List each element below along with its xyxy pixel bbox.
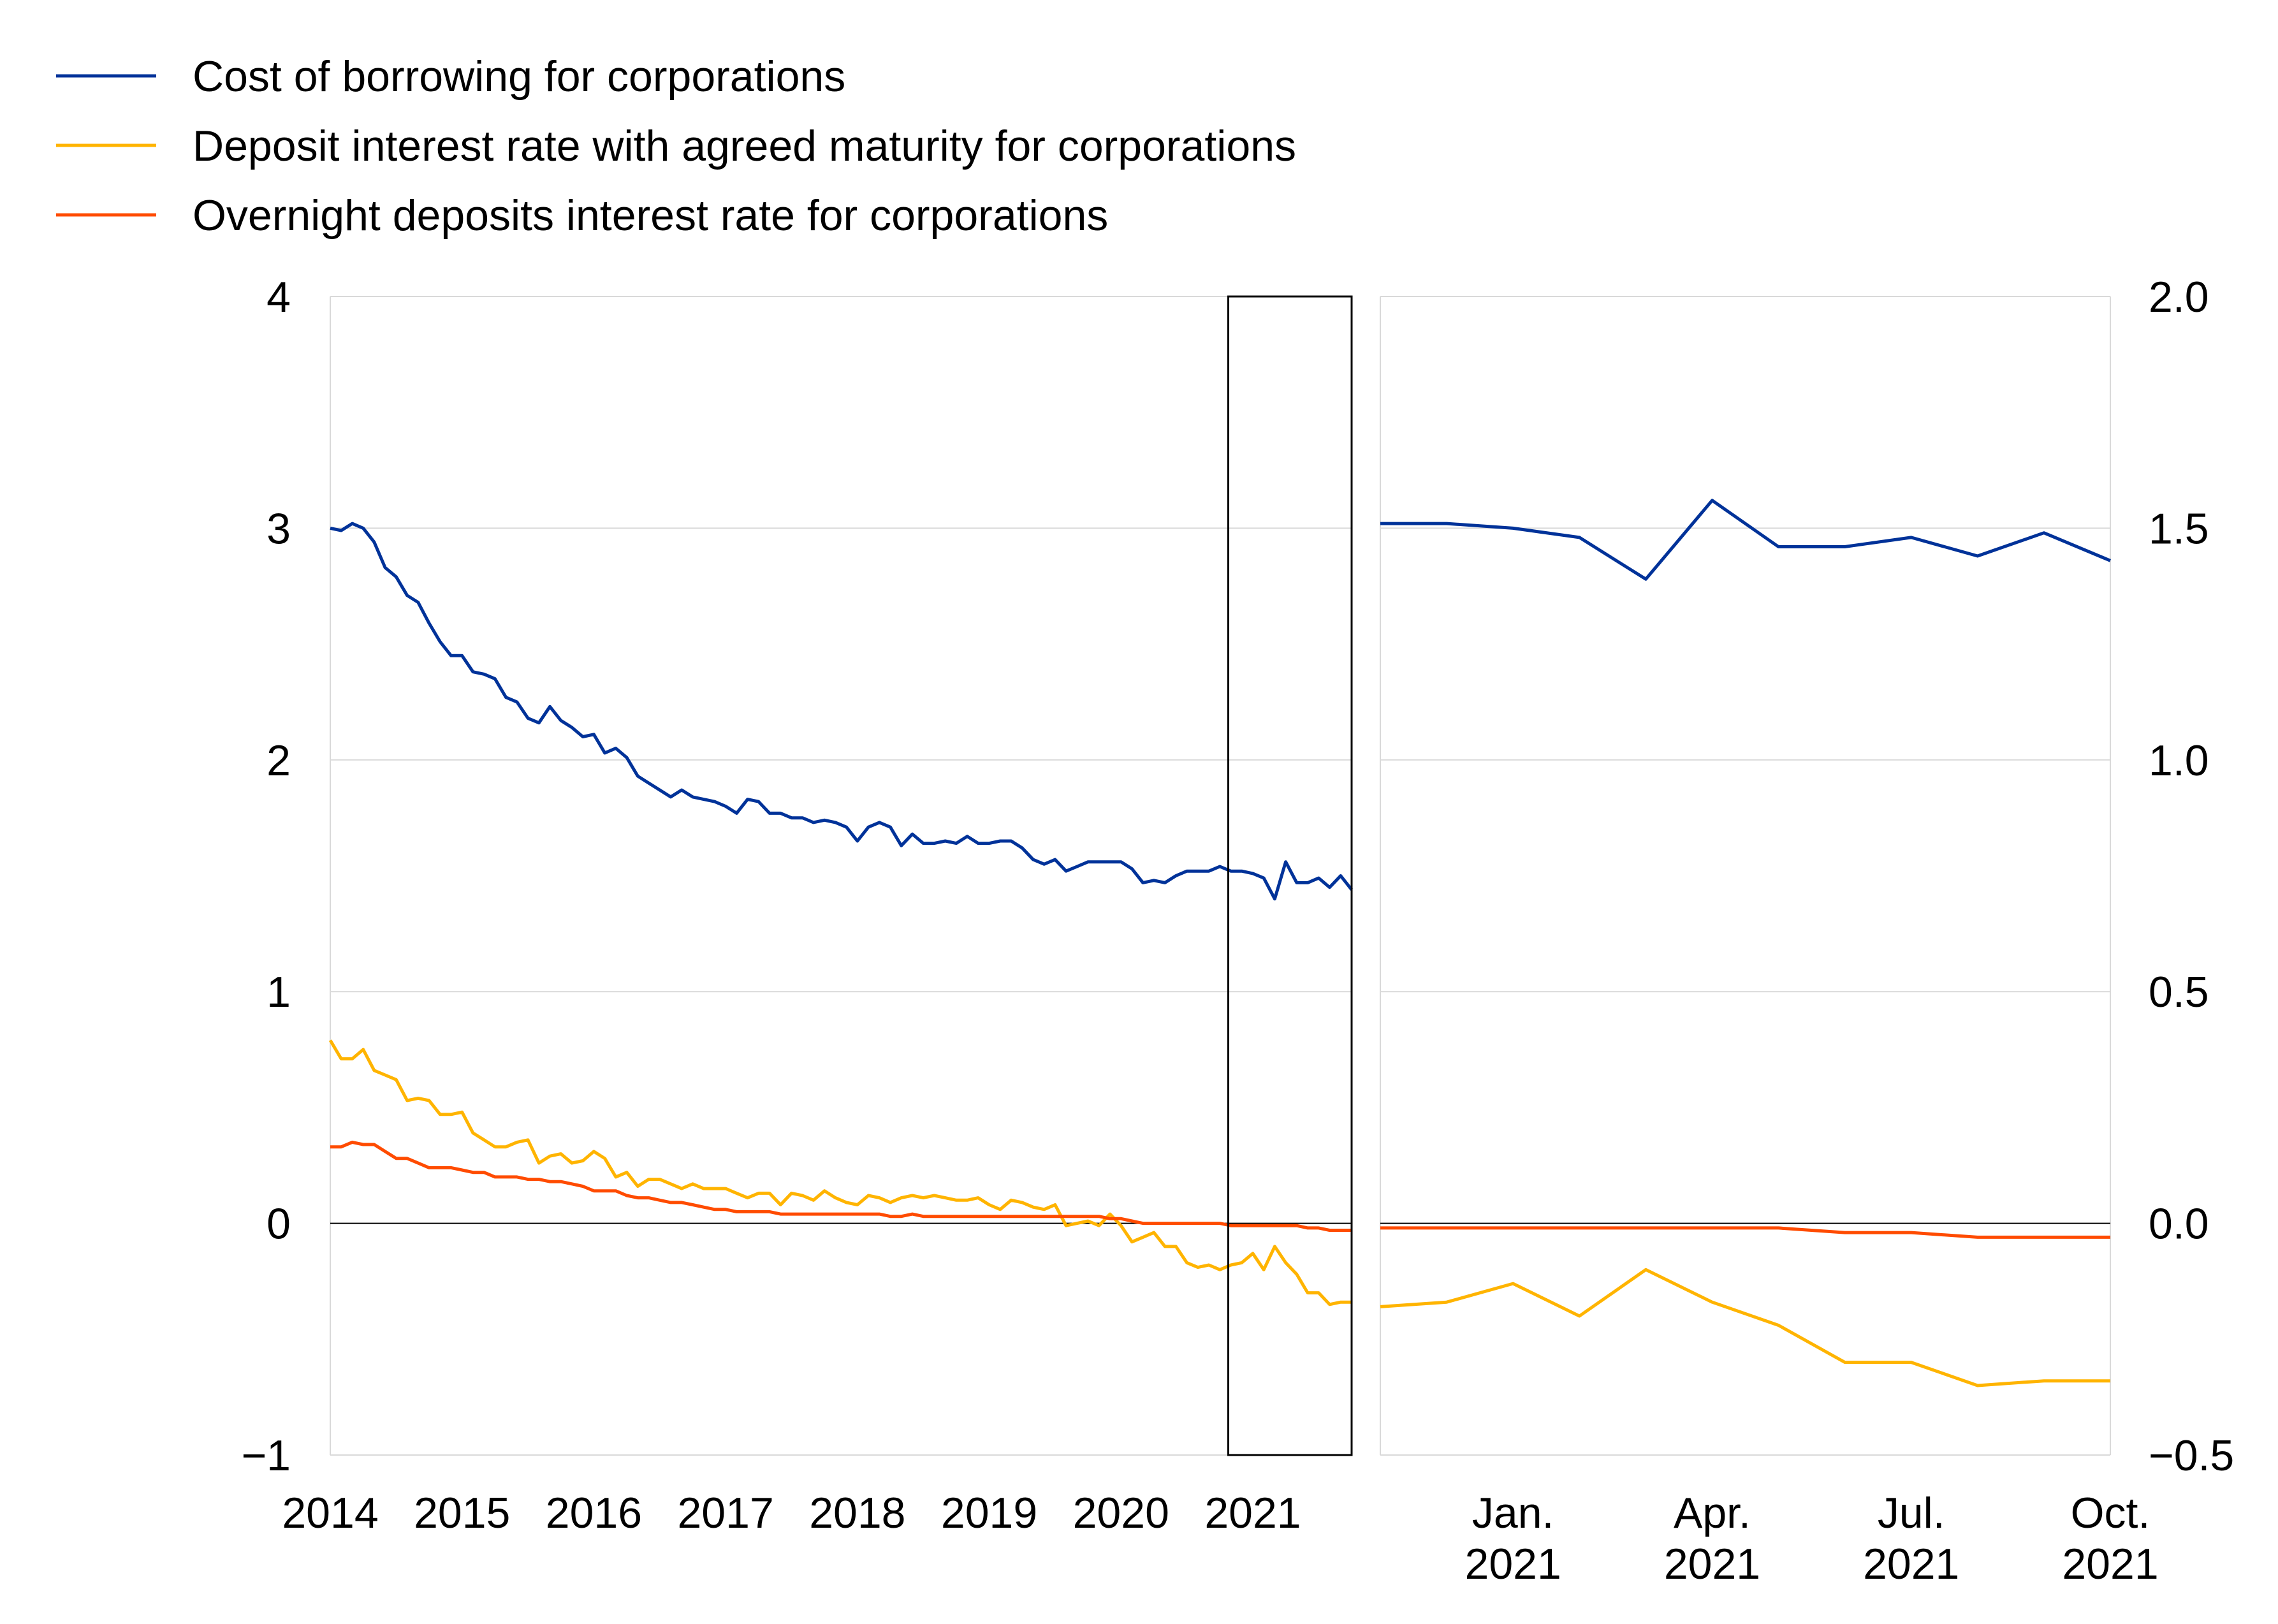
highlight-box [1227, 295, 1353, 1456]
right-x-tick-year: 2021 [1863, 1540, 1959, 1588]
right-y-tick-label: 0.0 [2149, 1200, 2209, 1248]
left-x-tick-label: 2021 [1204, 1489, 1301, 1537]
left-y-axis: 4 3 2 1 0 −1 [241, 273, 291, 1480]
right-y-tick-label: 2.0 [2149, 273, 2209, 321]
right-series-line-cost-of-borrowing-for-corporations [1380, 499, 2111, 581]
left-y-tick-label: −1 [241, 1431, 291, 1480]
right-y-axis: 2.0 1.5 1.0 0.5 0.0 −0.5 [2149, 273, 2234, 1480]
right-x-tick-month: Oct. [2071, 1489, 2150, 1537]
left-x-tick-label: 2015 [414, 1489, 510, 1537]
left-x-tick-label: 2019 [941, 1489, 1037, 1537]
left-y-tick-label: 3 [266, 504, 291, 553]
left-x-axis: 2014 2015 2016 2017 2018 2019 2020 2021 [282, 1489, 1301, 1537]
right-gridlines [1380, 296, 2111, 1456]
left-x-tick-label: 2014 [282, 1489, 378, 1537]
left-y-tick-label: 4 [266, 273, 291, 321]
left-y-tick-label: 2 [266, 736, 291, 785]
left-gridlines [330, 296, 1352, 1456]
left-x-tick-label: 2018 [809, 1489, 905, 1537]
right-panel: 2.01.51.00.50.0−0.5 Jan.2021Apr.2021Jul.… [1380, 273, 2234, 1588]
right-y-tick-label: 1.5 [2149, 504, 2209, 553]
right-y-tick-label: 0.5 [2149, 968, 2209, 1016]
right-series-line-deposit-interest-rate-with-agreed-maturity-for-corporations [1380, 1268, 2110, 1387]
legend: Cost of borrowing for corporations Depos… [56, 52, 1296, 240]
left-x-tick-label: 2016 [546, 1489, 642, 1537]
right-y-tick-label: 1.0 [2149, 736, 2209, 785]
legend-label-overnight-deposits: Overnight deposits interest rate for cor… [193, 191, 1108, 240]
right-x-tick-month: Jul. [1878, 1489, 1945, 1537]
right-x-tick-month: Jan. [1472, 1489, 1554, 1537]
left-panel: 4 3 2 1 0 −1 2014 2015 2016 2017 2018 2019 2020 2021 [241, 273, 1353, 1537]
left-series-line-overnight-deposits-interest-rate-for-corporations [330, 1140, 1352, 1232]
right-x-tick-year: 2021 [1465, 1540, 1561, 1588]
right-y-tick-label: −0.5 [2149, 1431, 2234, 1480]
left-x-tick-label: 2017 [677, 1489, 773, 1537]
right-series [1380, 499, 2111, 1387]
legend-label-cost-of-borrowing: Cost of borrowing for corporations [193, 52, 845, 101]
right-x-tick-year: 2021 [2062, 1540, 2158, 1588]
left-series [328, 522, 1353, 1306]
left-series-line-cost-of-borrowing-for-corporations [330, 522, 1353, 901]
left-x-tick-label: 2020 [1073, 1489, 1169, 1537]
right-series-line-overnight-deposits-interest-rate-for-corporations [1380, 1226, 2110, 1239]
left-y-tick-label: 0 [266, 1200, 291, 1248]
right-x-tick-month: Apr. [1674, 1489, 1751, 1537]
legend-label-deposit-agreed-maturity: Deposit interest rate with agreed maturi… [193, 122, 1296, 170]
left-y-tick-label: 1 [266, 968, 291, 1016]
left-series-line-deposit-interest-rate-with-agreed-maturity-for-corporations [328, 1039, 1352, 1306]
right-x-tick-year: 2021 [1664, 1540, 1760, 1588]
